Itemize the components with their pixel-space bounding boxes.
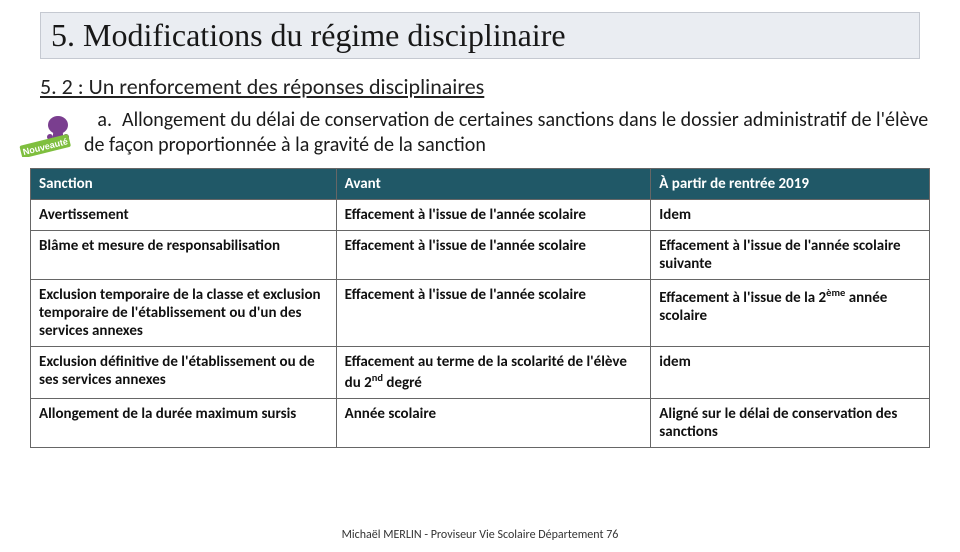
section-subtitle: 5. 2 : Un renforcement des réponses disc… (40, 73, 920, 100)
cell-avant: Effacement à l'issue de l'année scolaire (336, 231, 651, 280)
paragraph-index: a. (84, 108, 112, 133)
cell-sanction: Avertissement (31, 200, 337, 231)
col-sanction: Sanction (31, 169, 337, 200)
cell-sanction: Blâme et mesure de responsabilisation (31, 231, 337, 280)
nouveaute-badge: Nouveauté (18, 109, 78, 157)
cell-avant: Effacement à l'issue de l'année scolaire (336, 200, 651, 231)
cell-apres: Idem (651, 200, 930, 231)
table-header-row: Sanction Avant À partir de rentrée 2019 (31, 169, 930, 200)
table-row: Exclusion temporaire de la classe et exc… (31, 280, 930, 347)
table-body: AvertissementEffacement à l'issue de l'a… (31, 200, 930, 448)
col-avant: Avant (336, 169, 651, 200)
cell-apres: idem (651, 347, 930, 399)
cell-sanction: Exclusion temporaire de la classe et exc… (31, 280, 337, 347)
cell-sanction: Allongement de la durée maximum sursis (31, 399, 337, 448)
table-row: Blâme et mesure de responsabilisationEff… (31, 231, 930, 280)
col-apres: À partir de rentrée 2019 (651, 169, 930, 200)
badge-text: Nouveauté (22, 136, 69, 157)
cell-apres: Effacement à l'issue de l'année scolaire… (651, 231, 930, 280)
cell-avant: Effacement au terme de la scolarité de l… (336, 347, 651, 399)
table-row: Exclusion définitive de l'établissement … (31, 347, 930, 399)
cell-apres: Aligné sur le délai de conservation des … (651, 399, 930, 448)
table-row: Allongement de la durée maximum sursisAn… (31, 399, 930, 448)
paragraph-body: Allongement du délai de conservation de … (84, 108, 928, 157)
title-bar: 5. Modifications du régime disciplinaire (40, 12, 920, 59)
paragraph-block: Nouveauté a.Allongement du délai de cons… (18, 108, 930, 158)
cell-avant: Effacement à l'issue de l'année scolaire (336, 280, 651, 347)
cell-avant: Année scolaire (336, 399, 651, 448)
page-title: 5. Modifications du régime disciplinaire (51, 17, 909, 54)
paragraph-text: a.Allongement du délai de conservation d… (84, 108, 930, 158)
cell-apres: Effacement à l'issue de la 2ème année sc… (651, 280, 930, 347)
table-row: AvertissementEffacement à l'issue de l'a… (31, 200, 930, 231)
cell-sanction: Exclusion définitive de l'établissement … (31, 347, 337, 399)
sanctions-table: Sanction Avant À partir de rentrée 2019 … (30, 168, 930, 448)
